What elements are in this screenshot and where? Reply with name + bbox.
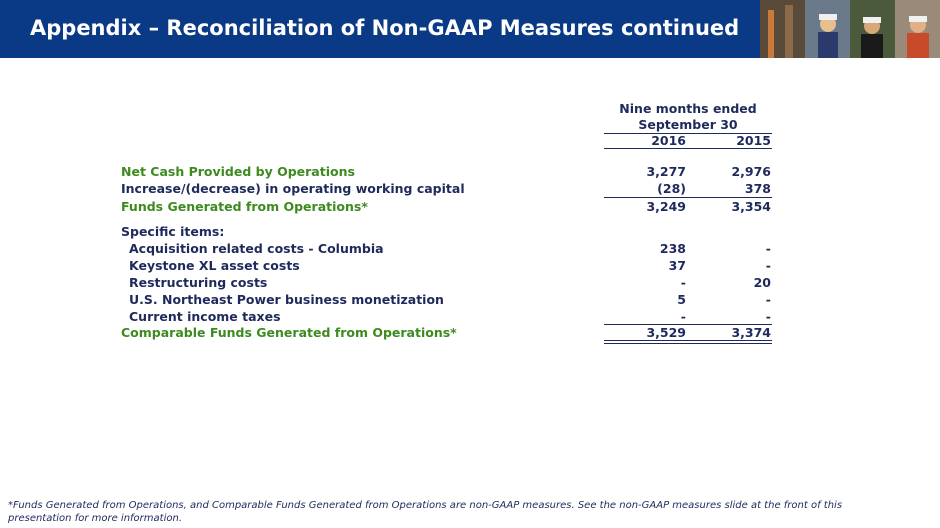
photo-collage (760, 0, 940, 58)
row-label: Restructuring costs (129, 275, 268, 290)
rule (604, 133, 772, 134)
row-label: Acquisition related costs - Columbia (129, 241, 384, 256)
column-header: 2016 (651, 133, 686, 148)
rule (604, 343, 772, 344)
rule (604, 324, 772, 325)
row-label: Funds Generated from Operations* (121, 199, 368, 214)
period-header: September 30 (638, 117, 738, 132)
rule (604, 148, 772, 149)
cell-value: 37 (668, 258, 686, 273)
cell-value: 5 (677, 292, 686, 307)
cell-value: 3,277 (646, 164, 686, 179)
cell-value: 20 (753, 275, 771, 290)
cell-value: - (680, 275, 686, 290)
row-label: Specific items: (121, 224, 225, 239)
cell-value: - (765, 292, 771, 307)
cell-value: 3,529 (646, 325, 686, 340)
cell-value: - (680, 309, 686, 324)
row-label: Increase/(decrease) in operating working… (121, 181, 465, 196)
row-label: Comparable Funds Generated from Operatio… (121, 325, 457, 340)
row-label: Keystone XL asset costs (129, 258, 300, 273)
cell-value: 3,374 (731, 325, 771, 340)
column-header: 2015 (736, 133, 771, 148)
row-label: Current income taxes (129, 309, 281, 324)
rule (604, 340, 772, 341)
cell-value: - (765, 241, 771, 256)
row-label: U.S. Northeast Power business monetizati… (129, 292, 444, 307)
header-title: Appendix – Reconciliation of Non-GAAP Me… (30, 16, 740, 40)
cell-value: 3,249 (646, 199, 686, 214)
cell-value: 2,976 (731, 164, 771, 179)
cell-value: - (765, 258, 771, 273)
cell-value: - (765, 309, 771, 324)
cell-value: 378 (744, 181, 771, 196)
cell-value: 238 (659, 241, 686, 256)
cell-value: (28) (657, 181, 686, 196)
period-header: Nine months ended (619, 101, 757, 116)
footnote: *Funds Generated from Operations, and Co… (8, 500, 843, 524)
cell-value: 3,354 (731, 199, 771, 214)
rule (604, 197, 772, 198)
row-label: Net Cash Provided by Operations (121, 164, 355, 179)
